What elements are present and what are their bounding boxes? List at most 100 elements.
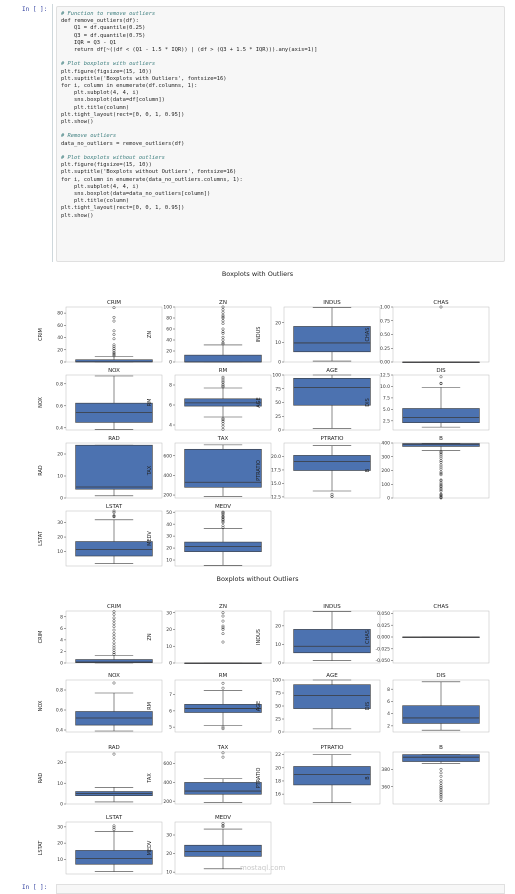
y-axis-label: INDUS [256, 629, 262, 645]
outlier-point [221, 519, 225, 523]
panel-frame [283, 610, 381, 664]
outlier-point [112, 306, 116, 310]
y-tick-label: 40 [166, 338, 172, 344]
y-tick-label: 10 [166, 644, 172, 650]
outlier-point [439, 492, 443, 496]
y-tick-label: 25 [275, 414, 281, 420]
y-tick-label: 2 [60, 649, 63, 655]
outlier-point [221, 825, 225, 829]
y-tick-label: 0.4 [56, 425, 63, 431]
boxplot-panel-rad: RAD RAD 0 10 20 [38, 745, 163, 808]
outlier-point [221, 316, 225, 320]
y-axis-label: RAD [38, 773, 44, 784]
panel-title: PTRATIO [321, 745, 345, 751]
y-tick-label: 0 [60, 360, 63, 366]
next-code-cell[interactable] [56, 884, 505, 894]
outlier-point [112, 315, 116, 319]
boxplot-panel-ptratio: PTRATIO PTRATIO 12.5 15.0 17.5 20.0 [256, 436, 381, 501]
y-tick-label: 50 [166, 510, 172, 516]
y-tick-label: 20 [166, 349, 172, 355]
panel-frame [174, 442, 272, 499]
outlier-point [221, 379, 225, 383]
y-tick-label: 8 [387, 687, 390, 693]
panel-title: ZN [219, 300, 227, 306]
outlier-point [439, 779, 443, 783]
code-line: IQR = Q3 - Q1 [61, 39, 117, 46]
panel-title: DIS [436, 368, 446, 374]
box [293, 377, 371, 406]
outlier-point [439, 791, 443, 795]
y-tick-label: 0 [278, 730, 281, 736]
boxplot-panel-medv: MEDV MEDV 10 20 30 [147, 815, 272, 876]
y-tick-label: 20 [166, 627, 172, 633]
code-content[interactable]: # Function to remove outliers def remove… [57, 7, 504, 220]
panel-title: B [439, 436, 443, 442]
panel-title: PTRATIO [321, 436, 345, 442]
box [402, 443, 480, 447]
outlier-point [439, 478, 443, 482]
outlier-point [221, 311, 225, 314]
box [402, 754, 480, 762]
y-tick-label: 20 [166, 851, 172, 857]
outlier-point [221, 824, 225, 827]
code-line: def remove_outliers(df): [61, 18, 139, 25]
panel-frame [392, 306, 490, 363]
y-axis-label: TAX [147, 773, 153, 784]
panel-title: CHAS [433, 604, 449, 610]
code-cell-editor[interactable]: # Function to remove outliers def remove… [56, 6, 505, 262]
outlier-point [221, 427, 225, 431]
code-line: # Function to remove outliers [61, 11, 156, 17]
panel-title: LSTAT [106, 504, 123, 510]
y-tick-label: 12.5 [271, 495, 281, 501]
outlier-point [439, 483, 443, 487]
panel-title: CRIM [107, 300, 121, 306]
outlier-point [221, 424, 225, 428]
panel-title: MEDV [215, 504, 231, 510]
panel-title: RAD [108, 436, 120, 442]
y-tick-label: 20 [57, 760, 63, 766]
boxplot-panel-rm: RM RM 4 6 8 [147, 368, 272, 431]
outlier-point [112, 511, 116, 514]
boxplot-panel-age: AGE AGE 0 25 50 75 100 [256, 673, 381, 736]
y-tick-label: 20 [275, 623, 281, 629]
y-tick-label: 15.0 [271, 481, 281, 487]
code-line: Q1 = df.quantile(0.25) [61, 25, 146, 32]
code-line: plt.show() [61, 119, 94, 126]
y-tick-label: 30 [166, 534, 172, 540]
y-tick-label: 0 [169, 661, 172, 667]
outlier-point [221, 611, 225, 615]
panel-frame [65, 442, 163, 499]
outlier-point [221, 335, 225, 339]
boxplot-panel-crim: CRIM CRIM 0 2 4 6 8 [38, 604, 163, 667]
boxplot-panel-chas: CHAS CHAS -0.050 -0.025 0.000 0.025 0.050 [365, 604, 490, 664]
y-axis-label: CRIM [38, 631, 44, 644]
panel-frame [392, 374, 490, 431]
y-tick-label: 600 [163, 453, 172, 459]
outlier-point [221, 308, 225, 312]
outlier-point [221, 330, 225, 334]
outlier-point [112, 622, 116, 626]
box [293, 326, 371, 353]
code-line: # Plot boxplots without outliers [61, 155, 165, 162]
outlier-point [221, 419, 225, 423]
outlier-point [439, 793, 443, 796]
y-axis-label: DIS [365, 702, 371, 711]
outlier-point [439, 456, 443, 460]
outlier-point [112, 514, 116, 518]
boxplot-panel-chas: CHAS CHAS 0.00 0.25 0.50 0.75 1.00 [365, 300, 490, 366]
y-tick-label: 0 [278, 360, 281, 366]
y-tick-label: 30 [57, 520, 63, 526]
panel-title: NOX [108, 368, 120, 374]
y-tick-label: 10 [57, 781, 63, 787]
outlier-point [112, 681, 116, 685]
figure-title-without-outliers: Boxplots without Outliers [216, 575, 299, 583]
boxplot-panel-crim: CRIM CRIM 0 20 40 60 80 [38, 300, 163, 366]
box [184, 782, 262, 795]
outlier-point [439, 452, 443, 456]
y-tick-label: 60 [57, 323, 63, 329]
outlier-point [439, 470, 443, 474]
box [293, 455, 371, 471]
outlier-point [330, 492, 334, 496]
outlier-point [221, 305, 225, 309]
